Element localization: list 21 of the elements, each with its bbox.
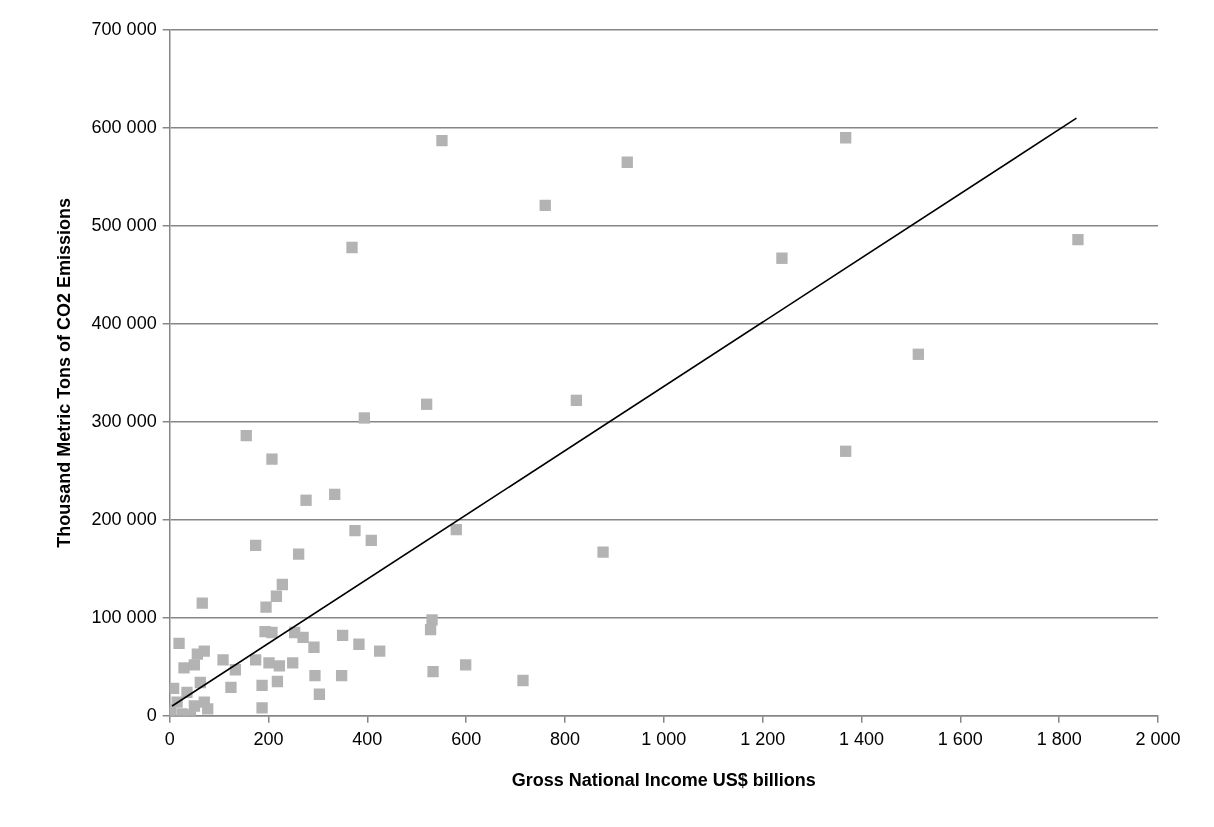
y-tick-label: 100 000 [91, 606, 157, 627]
y-tick-label: 400 000 [91, 312, 157, 333]
x-tick-label: 200 [253, 728, 284, 749]
y-tick-label: 300 000 [91, 410, 157, 431]
x-tick-label: 400 [352, 728, 383, 749]
x-tick-label: 1 000 [641, 728, 687, 749]
x-tick-label: 1 400 [838, 728, 885, 749]
y-tick-label: 0 [146, 704, 157, 725]
x-tick-label: 600 [451, 728, 482, 749]
y-axis-title: Thousand Metric Tons of CO2 Emissions [53, 198, 74, 548]
x-tick-label: 800 [549, 728, 581, 749]
x-tick-label: 1 800 [1036, 728, 1082, 749]
x-tick-label: 1 200 [740, 728, 786, 749]
y-tick-label: 500 000 [91, 214, 157, 235]
x-tick-label: 0 [164, 728, 175, 749]
y-tick-label: 600 000 [91, 116, 157, 137]
x-axis-title: Gross National Income US$ billions [511, 770, 816, 791]
y-tick-label: 700 000 [91, 18, 157, 39]
x-tick-label: 2 000 [1135, 728, 1181, 749]
y-tick-label: 200 000 [91, 508, 157, 529]
x-tick-label: 1 600 [937, 728, 983, 749]
